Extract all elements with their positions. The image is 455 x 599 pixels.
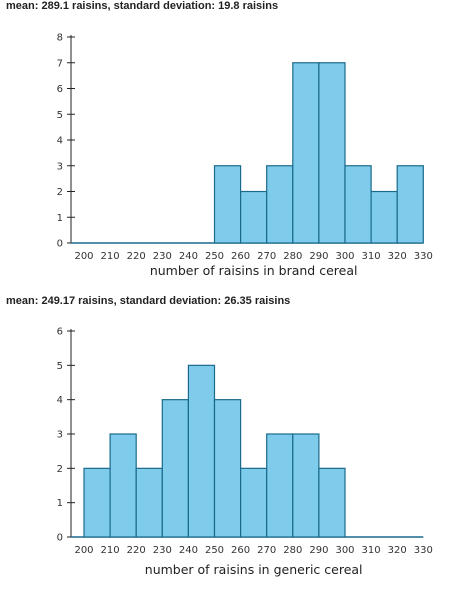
y-tick-label: 1 bbox=[57, 498, 63, 509]
x-tick-label: 330 bbox=[414, 251, 433, 262]
histogram-bar bbox=[187, 364, 216, 538]
y-tick-label: 4 bbox=[57, 136, 63, 147]
histogram-bar bbox=[292, 62, 320, 244]
y-tick-label: 7 bbox=[57, 58, 63, 69]
x-tick-label: 260 bbox=[231, 251, 250, 262]
x-tick-label: 230 bbox=[153, 251, 172, 262]
y-tick-label: 6 bbox=[57, 84, 63, 95]
histogram-bar bbox=[370, 190, 398, 244]
x-tick-label: 270 bbox=[257, 251, 276, 262]
x-axis-label: number of raisins in brand cereal bbox=[150, 263, 358, 278]
x-tick-label: 300 bbox=[335, 545, 354, 556]
x-tick-label: 250 bbox=[205, 251, 224, 262]
x-tick-label: 290 bbox=[309, 545, 328, 556]
x-tick-label: 250 bbox=[205, 545, 224, 556]
histogram-bar bbox=[213, 165, 242, 244]
histogram-bar bbox=[161, 399, 190, 538]
y-tick-label: 2 bbox=[57, 464, 63, 475]
x-tick-label: 220 bbox=[127, 251, 146, 262]
y-tick-label: 3 bbox=[57, 430, 63, 441]
x-tick-label: 320 bbox=[388, 251, 407, 262]
histogram-bar bbox=[213, 399, 242, 538]
x-tick-label: 280 bbox=[283, 545, 302, 556]
histogram-bar bbox=[240, 467, 268, 538]
x-axis-label: number of raisins in generic cereal bbox=[145, 562, 363, 577]
histogram-generic-cereal: 0 1 2 3 4 5 6 200 210 220 230 240 250 260 270 280 290 300… bbox=[57, 327, 433, 578]
x-tick-label: 260 bbox=[231, 545, 250, 556]
x-tick-label: 290 bbox=[309, 251, 328, 262]
x-tick-label: 310 bbox=[362, 545, 381, 556]
x-tick-label: 330 bbox=[414, 545, 433, 556]
histogram-bar bbox=[292, 433, 320, 538]
y-tick-label: 4 bbox=[57, 395, 63, 406]
x-tick-label: 220 bbox=[127, 545, 146, 556]
y-tick-label: 0 bbox=[57, 239, 63, 250]
x-tick-label: 300 bbox=[335, 251, 354, 262]
x-tick-label: 210 bbox=[101, 251, 120, 262]
histogram-bar bbox=[318, 467, 346, 538]
chart-1-title: mean: 289.1 raisins, standard deviation:… bbox=[6, 0, 279, 12]
histogram-bar bbox=[83, 467, 111, 538]
histogram-bar bbox=[135, 467, 163, 538]
y-tick-label: 5 bbox=[57, 361, 63, 372]
y-tick-label: 0 bbox=[57, 533, 63, 544]
y-tick-label: 1 bbox=[57, 213, 63, 224]
histogram-brand-cereal: 0 1 2 3 4 5 6 7 8 200 210 220 230 240 250 260 270 280 290 3… bbox=[57, 33, 433, 279]
y-tick-label: 5 bbox=[57, 110, 63, 121]
y-tick-label: 6 bbox=[57, 327, 63, 338]
x-tick-label: 210 bbox=[101, 545, 120, 556]
y-tick-label: 2 bbox=[57, 187, 63, 198]
y-tick-label: 3 bbox=[57, 161, 63, 172]
histogram-bar bbox=[396, 165, 424, 244]
x-tick-label: 200 bbox=[74, 251, 93, 262]
histogram-bar bbox=[266, 165, 294, 244]
histogram-bar bbox=[266, 433, 294, 538]
histogram-bar bbox=[109, 433, 137, 538]
chart-2-title: mean: 249.17 raisins, standard deviation… bbox=[6, 295, 291, 307]
x-tick-label: 240 bbox=[179, 545, 198, 556]
x-tick-label: 240 bbox=[179, 251, 198, 262]
y-tick-label: 8 bbox=[57, 33, 63, 44]
histogram-bar bbox=[240, 190, 268, 244]
x-tick-label: 230 bbox=[153, 545, 172, 556]
x-tick-label: 320 bbox=[388, 545, 407, 556]
x-tick-label: 270 bbox=[257, 545, 276, 556]
x-tick-label: 200 bbox=[74, 545, 93, 556]
histogram-bar bbox=[318, 62, 346, 244]
histogram-bar bbox=[344, 165, 372, 244]
x-tick-label: 310 bbox=[362, 251, 381, 262]
x-tick-label: 280 bbox=[283, 251, 302, 262]
